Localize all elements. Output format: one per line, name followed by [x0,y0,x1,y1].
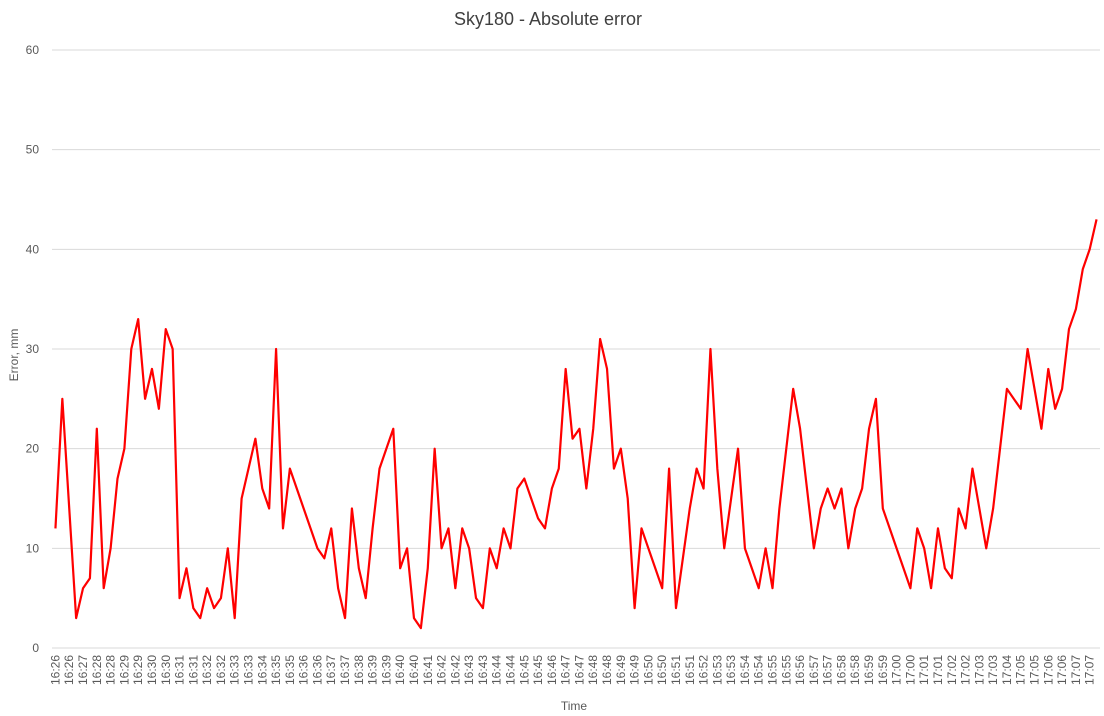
x-tick-label: 16:39 [366,655,380,685]
x-tick-label: 17:01 [917,655,931,685]
x-tick-label: 16:44 [504,655,518,685]
x-tick-label: 16:27 [76,655,90,685]
x-tick-label: 16:33 [228,655,242,685]
x-tick-label: 16:53 [724,655,738,685]
x-tick-label: 16:50 [655,655,669,685]
x-tick-label: 16:33 [242,655,256,685]
x-tick-label: 16:26 [48,655,62,685]
y-tick-label: 50 [26,143,40,157]
x-tick-label: 16:43 [462,655,476,685]
x-tick-label: 16:50 [641,655,655,685]
y-tick-label: 0 [32,641,39,655]
x-tick-label: 16:49 [628,655,642,685]
chart-title: Sky180 - Absolute error [454,9,642,29]
x-tick-label: 16:37 [324,655,338,685]
x-tick-label: 16:54 [738,655,752,685]
x-tick-label: 16:57 [807,655,821,685]
y-tick-label: 60 [26,43,40,57]
x-tick-label: 16:45 [531,655,545,685]
x-tick-label: 16:32 [214,655,228,685]
x-tick-label: 16:55 [779,655,793,685]
x-tick-label: 16:41 [421,655,435,685]
x-tick-label: 17:04 [1000,655,1014,685]
x-tick-label: 16:44 [490,655,504,685]
x-tick-label: 16:48 [600,655,614,685]
x-tick-label: 17:03 [972,655,986,685]
x-tick-label: 17:05 [1028,655,1042,685]
y-tick-label: 40 [26,242,40,256]
x-tick-label: 16:51 [683,655,697,685]
x-tick-label: 17:02 [945,655,959,685]
x-tick-label: 16:42 [448,655,462,685]
x-tick-label: 17:01 [931,655,945,685]
data-line [54,219,1098,630]
x-tick-label: 16:54 [752,655,766,685]
x-tick-label: 16:46 [545,655,559,685]
x-tick-label: 16:40 [393,655,407,685]
x-tick-label: 16:47 [559,655,573,685]
x-tick-label: 17:00 [890,655,904,685]
x-tick-label: 16:32 [200,655,214,685]
x-tick-label: 16:45 [517,655,531,685]
x-tick-label: 16:28 [90,655,104,685]
x-tick-label: 16:55 [766,655,780,685]
x-tick-label: 16:31 [173,655,187,685]
x-tick-label: 16:56 [793,655,807,685]
x-tick-label: 16:39 [379,655,393,685]
x-tick-label: 16:58 [848,655,862,685]
x-tick-label: 16:30 [145,655,159,685]
x-tick-label: 17:06 [1041,655,1055,685]
x-tick-label: 16:37 [338,655,352,685]
x-tick-label: 17:03 [986,655,1000,685]
x-tick-label: 16:47 [572,655,586,685]
x-tick-label: 16:35 [283,655,297,685]
x-tick-label: 16:26 [62,655,76,685]
x-tick-label: 16:38 [352,655,366,685]
x-tick-label: 16:49 [614,655,628,685]
y-tick-label: 30 [26,342,40,356]
x-tick-label: 16:52 [697,655,711,685]
y-tick-label: 10 [26,541,40,555]
x-tick-label: 17:07 [1083,655,1097,685]
x-tick-label: 16:36 [297,655,311,685]
x-tick-label: 16:59 [862,655,876,685]
x-tick-label: 16:59 [876,655,890,685]
x-tick-label: 16:58 [834,655,848,685]
x-tick-label: 16:48 [586,655,600,685]
x-axis-title: Time [561,699,588,713]
y-axis-title: Error, mm [7,329,21,382]
x-tick-label: 16:29 [117,655,131,685]
x-tick-label: 17:07 [1069,655,1083,685]
y-tick-label: 20 [26,442,40,456]
x-tick-label: 16:35 [269,655,283,685]
x-tick-label: 16:42 [435,655,449,685]
x-tick-label: 16:51 [669,655,683,685]
x-tick-label: 16:53 [710,655,724,685]
x-tick-label: 17:00 [903,655,917,685]
x-tick-label: 17:02 [959,655,973,685]
x-tick-label: 16:28 [104,655,118,685]
x-tick-label: 16:43 [476,655,490,685]
x-tick-label: 16:31 [186,655,200,685]
x-tick-label: 16:57 [821,655,835,685]
x-tick-label: 17:06 [1055,655,1069,685]
x-tick-label: 16:36 [310,655,324,685]
x-tick-label: 16:29 [131,655,145,685]
x-tick-label: 16:40 [407,655,421,685]
x-tick-label: 16:30 [159,655,173,685]
x-tick-label: 16:34 [255,655,269,685]
x-tick-label: 17:05 [1014,655,1028,685]
